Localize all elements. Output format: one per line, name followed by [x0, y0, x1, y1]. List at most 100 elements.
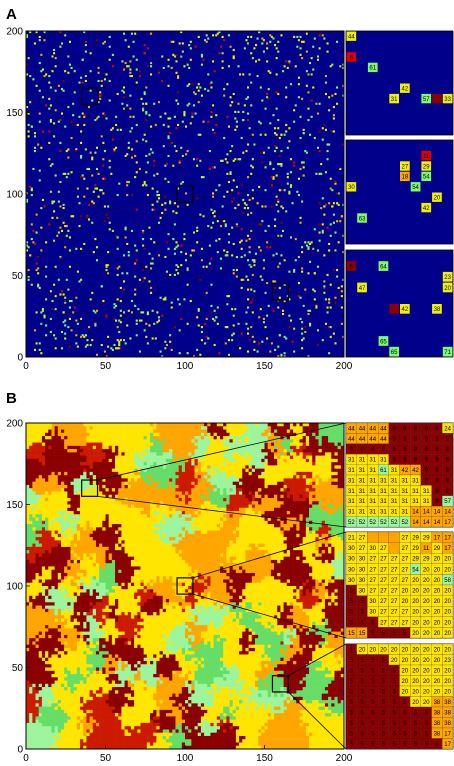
- panel-b-cell: [293, 511, 297, 515]
- panel-b-cell: [194, 520, 199, 525]
- panel-b-cell: [156, 494, 160, 499]
- panel-b-cell: [315, 520, 319, 525]
- panel-b-cell: [130, 471, 135, 476]
- panel-b-cell: [194, 504, 199, 509]
- panel-b-cell: [108, 494, 113, 499]
- panel-b-cell: [277, 439, 281, 443]
- panel-a-site: [318, 34, 321, 37]
- panel-a-site: [204, 342, 207, 345]
- panel-b-cell: [337, 530, 342, 535]
- panel-b-cell: [124, 488, 129, 492]
- panel-a-site: [102, 177, 105, 180]
- panel-a-site: [259, 275, 262, 278]
- panel-a-site: [143, 329, 146, 332]
- panel-a-site: [261, 99, 264, 102]
- panel-a-site: [91, 291, 94, 294]
- panel-a-site: [161, 79, 164, 83]
- panel-b-cell: [239, 501, 243, 505]
- panel-a-site: [64, 296, 67, 299]
- panel-b-cell: [80, 520, 84, 525]
- panel-a-site: [68, 317, 71, 320]
- panel-b-cell: [143, 458, 148, 463]
- panel-a-site: [111, 138, 114, 141]
- panel-b-cell: [267, 511, 272, 515]
- panel-a-site: [264, 189, 267, 192]
- panel-a-site: [296, 45, 299, 48]
- panel-b-cell: [108, 514, 113, 518]
- panel-a-site: [142, 229, 145, 232]
- panel-b-cell: [324, 481, 329, 486]
- panel-a-site: [278, 262, 281, 265]
- panel-b-cell: [324, 449, 329, 453]
- panel-b-cell: [299, 465, 303, 469]
- panel-b-cell: [76, 423, 81, 427]
- panel-a-site: [81, 334, 84, 337]
- panel-b-cell: [213, 494, 218, 499]
- panel-b-cell: [235, 432, 240, 437]
- panel-a-site: [215, 34, 218, 37]
- panel-b-cell: [92, 514, 97, 518]
- panel-a-site: [54, 174, 57, 177]
- panel-b-cell: [86, 455, 90, 460]
- panel-b-cell: [60, 426, 65, 430]
- panel-b-cell: [115, 442, 119, 447]
- panel-a-site: [207, 120, 210, 123]
- panel-b-cell: [207, 439, 211, 443]
- panel-b-cell: [127, 507, 132, 512]
- panel-a-site: [283, 355, 286, 358]
- panel-a-site: [97, 101, 100, 104]
- panel-b-cell: [270, 452, 275, 456]
- panel-b-cell: [242, 471, 246, 476]
- panel-b-cell: [76, 429, 81, 434]
- panel-b-cell: [200, 471, 205, 476]
- panel-b-cell: [29, 504, 33, 509]
- panel-b-cell: [54, 439, 59, 443]
- panel-b-cell: [48, 533, 52, 538]
- panel-a-site: [67, 326, 70, 329]
- panel-b-cell: [118, 458, 122, 463]
- panel-b-cell: [277, 471, 281, 476]
- panel-b-cell: [130, 497, 135, 502]
- panel-a-site: [307, 91, 310, 94]
- panel-b-cell: [324, 432, 329, 437]
- panel-b-cell: [67, 465, 71, 469]
- panel-b-cell: [102, 462, 106, 466]
- panel-a-site: [277, 198, 280, 202]
- panel-b-cell: [99, 452, 103, 456]
- panel-b-cell: [76, 481, 81, 486]
- panel-a-inset-value: 47: [359, 286, 366, 292]
- panel-a-site: [299, 221, 302, 224]
- panel-b-cell: [48, 511, 52, 515]
- panel-b-cell: [283, 511, 288, 515]
- panel-a-site: [293, 270, 296, 273]
- panel-b-cell: [38, 468, 43, 473]
- panel-b-cell: [302, 527, 307, 531]
- panel-a-site: [81, 58, 84, 61]
- panel-a-site: [64, 301, 67, 304]
- panel-b-cell: [219, 501, 224, 505]
- panel-a-site: [102, 164, 105, 167]
- panel-b-cell: [134, 507, 138, 512]
- panel-b-cell: [188, 491, 192, 496]
- panel-b-cell: [48, 452, 52, 456]
- panel-b-cell: [165, 511, 170, 515]
- panel-b-cell: [267, 488, 272, 492]
- panel-b-cell: [92, 471, 97, 476]
- panel-b-cell: [213, 426, 218, 430]
- panel-b-cell: [286, 429, 291, 434]
- panel-b-cell: [159, 481, 164, 486]
- panel-a-inset-cell: [357, 282, 367, 293]
- panel-b-cell: [324, 439, 329, 443]
- panel-b-cell: [261, 484, 265, 489]
- panel-b-cell: [277, 520, 281, 525]
- panel-b-cell: [57, 465, 62, 469]
- panel-b-cell: [48, 471, 52, 476]
- panel-b-cell: [130, 449, 135, 453]
- panel-b-cell: [92, 449, 97, 453]
- panel-b-cell: [32, 468, 36, 473]
- panel-a-site: [183, 238, 186, 241]
- panel-b-cell: [185, 530, 189, 535]
- panel-b-cell: [216, 436, 221, 440]
- panel-b-cell: [60, 452, 65, 456]
- panel-b-cell: [277, 458, 281, 463]
